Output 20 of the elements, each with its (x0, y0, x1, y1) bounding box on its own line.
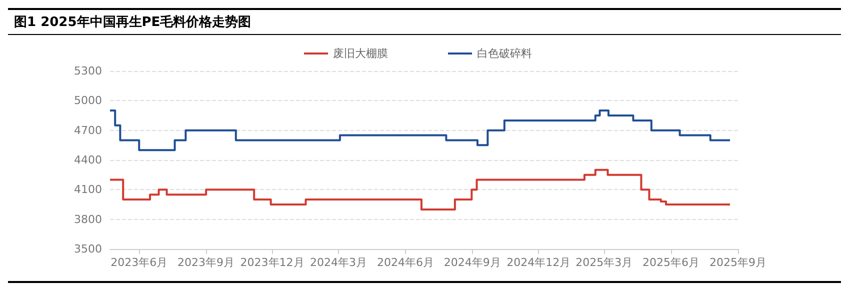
x-tick-label: 2023年12月 (240, 256, 304, 269)
x-tick-label: 2023年6月 (110, 256, 168, 269)
x-tick-label: 2025年9月 (710, 256, 766, 269)
y-tick-label: 5000 (74, 94, 102, 108)
chart-title: 图1 2025年中国再生PE毛料价格走势图 (8, 8, 841, 35)
x-tick-label: 2025年3月 (576, 256, 633, 269)
legend-label: 白色破碎料 (477, 47, 532, 60)
legend-label: 废旧大棚膜 (333, 47, 388, 60)
x-tick-label: 2024年3月 (310, 256, 367, 269)
y-tick-label: 3800 (74, 212, 102, 226)
x-tick-label: 2025年6月 (642, 256, 700, 269)
y-tick-label: 5300 (74, 64, 102, 78)
y-tick-label: 4700 (74, 124, 102, 137)
x-tick-label: 2024年9月 (444, 256, 501, 269)
x-tick-label: 2023年9月 (178, 256, 235, 269)
y-tick-label: 4400 (74, 154, 102, 166)
y-tick-label: 4100 (74, 183, 102, 196)
y-tick-label: 3500 (74, 242, 102, 256)
x-tick-label: 2024年6月 (376, 256, 434, 269)
x-tick-label: 2024年12月 (506, 256, 571, 269)
